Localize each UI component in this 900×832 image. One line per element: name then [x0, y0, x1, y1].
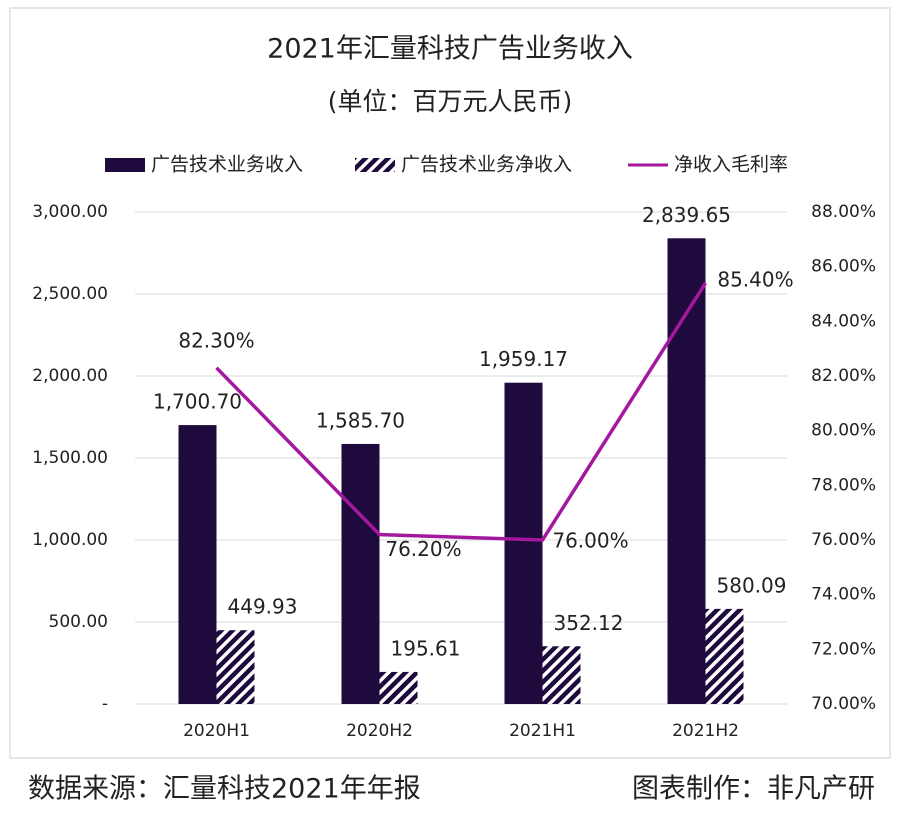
data-label: 580.09: [717, 573, 787, 597]
y-tick-label: 1,500.00: [32, 448, 108, 468]
data-label: 195.61: [391, 636, 461, 660]
legend-swatch: [355, 158, 395, 172]
y2-tick-label: 88.00%: [811, 202, 876, 222]
bar: [504, 382, 543, 704]
y2-tick-label: 84.00%: [811, 311, 876, 331]
credit-note: 图表制作：非凡产研: [632, 774, 875, 805]
y2-tick-label: 80.00%: [811, 421, 876, 441]
bar: [705, 608, 744, 704]
x-tick-label: 2020H2: [346, 721, 413, 741]
bar: [542, 646, 581, 704]
x-tick-label: 2021H1: [509, 721, 576, 741]
legend-label: 净收入毛利率: [674, 154, 788, 176]
y-tick-label: -: [102, 694, 108, 714]
x-tick-label: 2021H2: [672, 721, 739, 741]
bar: [216, 630, 255, 704]
chart-title: 2021年汇量科技广告业务收入: [267, 34, 633, 65]
y2-tick-label: 86.00%: [811, 257, 876, 277]
x-tick-label: 2020H1: [183, 721, 250, 741]
y2-tick-label: 78.00%: [811, 475, 876, 495]
data-label: 76.00%: [552, 529, 628, 553]
data-label: 76.20%: [385, 537, 461, 561]
chart-subtitle: (单位：百万元人民币): [328, 87, 573, 116]
y2-tick-label: 70.00%: [811, 694, 876, 714]
bar: [379, 671, 418, 704]
y-tick-label: 2,000.00: [32, 366, 108, 386]
y2-tick-label: 76.00%: [811, 530, 876, 550]
legend-label: 广告技术业务净收入: [401, 154, 572, 176]
bar: [178, 425, 217, 704]
y-tick-label: 1,000.00: [32, 530, 108, 550]
bar: [341, 443, 380, 704]
data-label: 1,585.70: [316, 408, 405, 432]
data-label: 1,700.70: [153, 390, 242, 414]
data-label: 1,959.17: [479, 347, 568, 371]
legend-label: 广告技术业务收入: [151, 154, 303, 176]
data-label: 352.12: [554, 611, 624, 635]
y2-tick-label: 74.00%: [811, 585, 876, 605]
legend-swatch: [105, 158, 145, 172]
data-label: 85.40%: [717, 268, 793, 292]
line: [215, 282, 707, 542]
y-tick-label: 2,500.00: [32, 284, 108, 304]
y2-tick-label: 72.00%: [811, 639, 876, 659]
data-label: 82.30%: [178, 328, 254, 352]
data-label: 449.93: [228, 595, 298, 619]
data-label: 2,839.65: [642, 203, 731, 227]
bar: [667, 238, 706, 704]
y-tick-label: 3,000.00: [32, 202, 108, 222]
source-note: 数据来源：汇量科技2021年年报: [28, 774, 421, 805]
y2-tick-label: 82.00%: [811, 366, 876, 386]
y-tick-label: 500.00: [49, 612, 108, 632]
